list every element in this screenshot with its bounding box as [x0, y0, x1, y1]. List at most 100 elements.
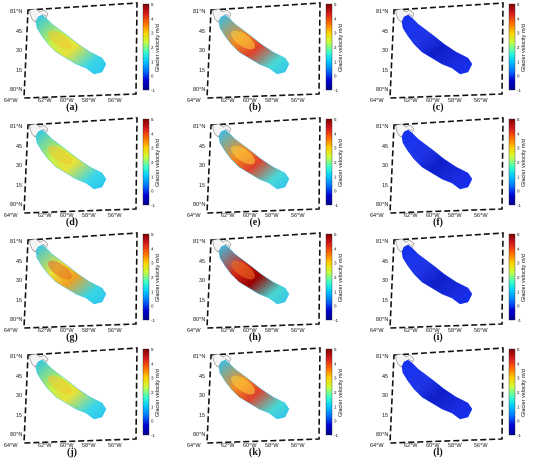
longitude-label: 62°W [221, 328, 235, 334]
latitude-label: 80°N [376, 317, 388, 323]
colorbar-tick-label: 0 [151, 74, 154, 79]
high-velocity-zone [231, 260, 255, 280]
latitude-label: 15 [382, 413, 388, 419]
colorbar-tick-label: 5 [517, 117, 520, 122]
longitude-label: 60°W [426, 213, 440, 219]
latitude-label: 15 [382, 68, 388, 74]
latitude-label: 80°N [193, 432, 205, 438]
panel-label: (a) [66, 102, 78, 113]
colorbar-title: Glacier velocity m/d [155, 24, 161, 72]
colorbar-title: Glacier velocity m/d [155, 369, 161, 417]
longitude-label: 62°W [38, 213, 52, 219]
map-panel: 5 4 3 2 1 0 -1 Glacier velocity m/d 81°N 45 30 15 80… [185, 345, 368, 461]
colorbar [325, 348, 333, 436]
longitude-label: 56°W [291, 98, 305, 104]
colorbar [142, 233, 150, 321]
colorbar-tick-label: 4 [517, 246, 520, 251]
map-panel: 5 4 3 2 1 0 -1 Glacier velocity m/d 81°N 45 30 15 80… [185, 230, 368, 346]
colorbar-tick-label: 1 [151, 404, 154, 409]
longitude-label: 64°W [187, 98, 201, 104]
colorbar-tick-label: 2 [517, 45, 520, 50]
colorbar-tick-label: 3 [517, 376, 520, 381]
latitude-label: 45 [16, 259, 22, 265]
longitude-label: 62°W [38, 443, 52, 449]
latitude-label: 30 [199, 48, 205, 54]
longitude-label: 60°W [426, 98, 440, 104]
colorbar-tick-label: 4 [334, 131, 337, 136]
longitude-label: 58°W [265, 328, 279, 334]
colorbar-tick-label: 5 [334, 117, 337, 122]
colorbar-tick-label: 4 [151, 246, 154, 251]
latitude-label: 80°N [376, 202, 388, 208]
colorbar-title: Glacier velocity m/d [521, 254, 527, 302]
latitude-label: 15 [16, 298, 22, 304]
map-frame [389, 117, 504, 214]
map-frame [389, 2, 504, 99]
colorbar-title: Glacier velocity m/d [338, 24, 344, 72]
colorbar-title: Glacier velocity m/d [521, 139, 527, 187]
latitude-label: 81°N [376, 9, 388, 15]
longitude-label: 64°W [4, 328, 18, 334]
latitude-label: 81°N [193, 239, 205, 245]
colorbar-title: Glacier velocity m/d [338, 369, 344, 417]
colorbar-tick-label: 5 [517, 347, 520, 352]
colorbar-tick-label: 4 [334, 246, 337, 251]
colorbar-tick-label: 2 [517, 275, 520, 280]
latitude-label: 45 [199, 29, 205, 35]
colorbar-tick-label: -1 [334, 203, 338, 208]
latitude-label: 30 [199, 163, 205, 169]
latitude-label: 81°N [193, 9, 205, 15]
latitude-label: 80°N [376, 87, 388, 93]
glacier-velocity-field [401, 129, 473, 190]
colorbar-title: Glacier velocity m/d [338, 139, 344, 187]
colorbar [508, 348, 516, 436]
colorbar-tick-label: -1 [517, 433, 521, 438]
longitude-label: 60°W [426, 443, 440, 449]
longitude-label: 58°W [82, 98, 96, 104]
colorbar-tick-label: 5 [151, 347, 154, 352]
longitude-label: 56°W [108, 98, 122, 104]
colorbar-tick-label: 3 [517, 31, 520, 36]
colorbar-tick-label: 0 [517, 304, 520, 309]
colorbar-tick-label: 1 [334, 174, 337, 179]
colorbar-tick-label: 3 [334, 261, 337, 266]
colorbar-tick-label: 5 [151, 2, 154, 7]
latitude-label: 81°N [193, 124, 205, 130]
longitude-label: 56°W [474, 328, 488, 334]
longitude-label: 58°W [265, 443, 279, 449]
colorbar-tick-label: 4 [517, 361, 520, 366]
longitude-label: 56°W [108, 328, 122, 334]
latitude-label: 81°N [376, 354, 388, 360]
longitude-label: 56°W [474, 98, 488, 104]
longitude-label: 62°W [404, 98, 418, 104]
glacier-velocity-map: 5 4 3 2 1 0 -1 Glacier velocity m/d 81°N 45 30 15 80… [4, 347, 161, 449]
latitude-label: 45 [16, 144, 22, 150]
colorbar-tick-label: 3 [151, 31, 154, 36]
longitude-label: 58°W [82, 443, 96, 449]
glacier-velocity-map: 5 4 3 2 1 0 -1 Glacier velocity m/d 81°N 45 30 15 80… [370, 232, 527, 334]
latitude-label: 15 [382, 298, 388, 304]
latitude-label: 30 [199, 278, 205, 284]
longitude-label: 64°W [370, 98, 384, 104]
colorbar-tick-label: 1 [151, 174, 154, 179]
longitude-label: 62°W [404, 443, 418, 449]
longitude-label: 64°W [187, 213, 201, 219]
colorbar-tick-label: 0 [517, 189, 520, 194]
colorbar-tick-label: -1 [334, 88, 338, 93]
longitude-label: 62°W [404, 328, 418, 334]
latitude-label: 30 [382, 278, 388, 284]
high-velocity-zone [414, 30, 438, 50]
glacier-velocity-map: 5 4 3 2 1 0 -1 Glacier velocity m/d 81°N 45 30 15 80… [370, 2, 527, 104]
map-frame [206, 117, 321, 214]
panel-label: (e) [249, 217, 261, 228]
longitude-label: 64°W [4, 213, 18, 219]
colorbar [142, 3, 150, 91]
colorbar-tick-label: 3 [151, 376, 154, 381]
longitude-label: 62°W [404, 213, 418, 219]
colorbar [508, 233, 516, 321]
map-panel: 5 4 3 2 1 0 -1 Glacier velocity m/d 81°N 45 30 15 80… [368, 0, 550, 116]
panel-label: (f) [433, 217, 443, 228]
high-velocity-zone [48, 375, 72, 395]
map-frame [23, 117, 138, 214]
longitude-label: 60°W [60, 443, 74, 449]
